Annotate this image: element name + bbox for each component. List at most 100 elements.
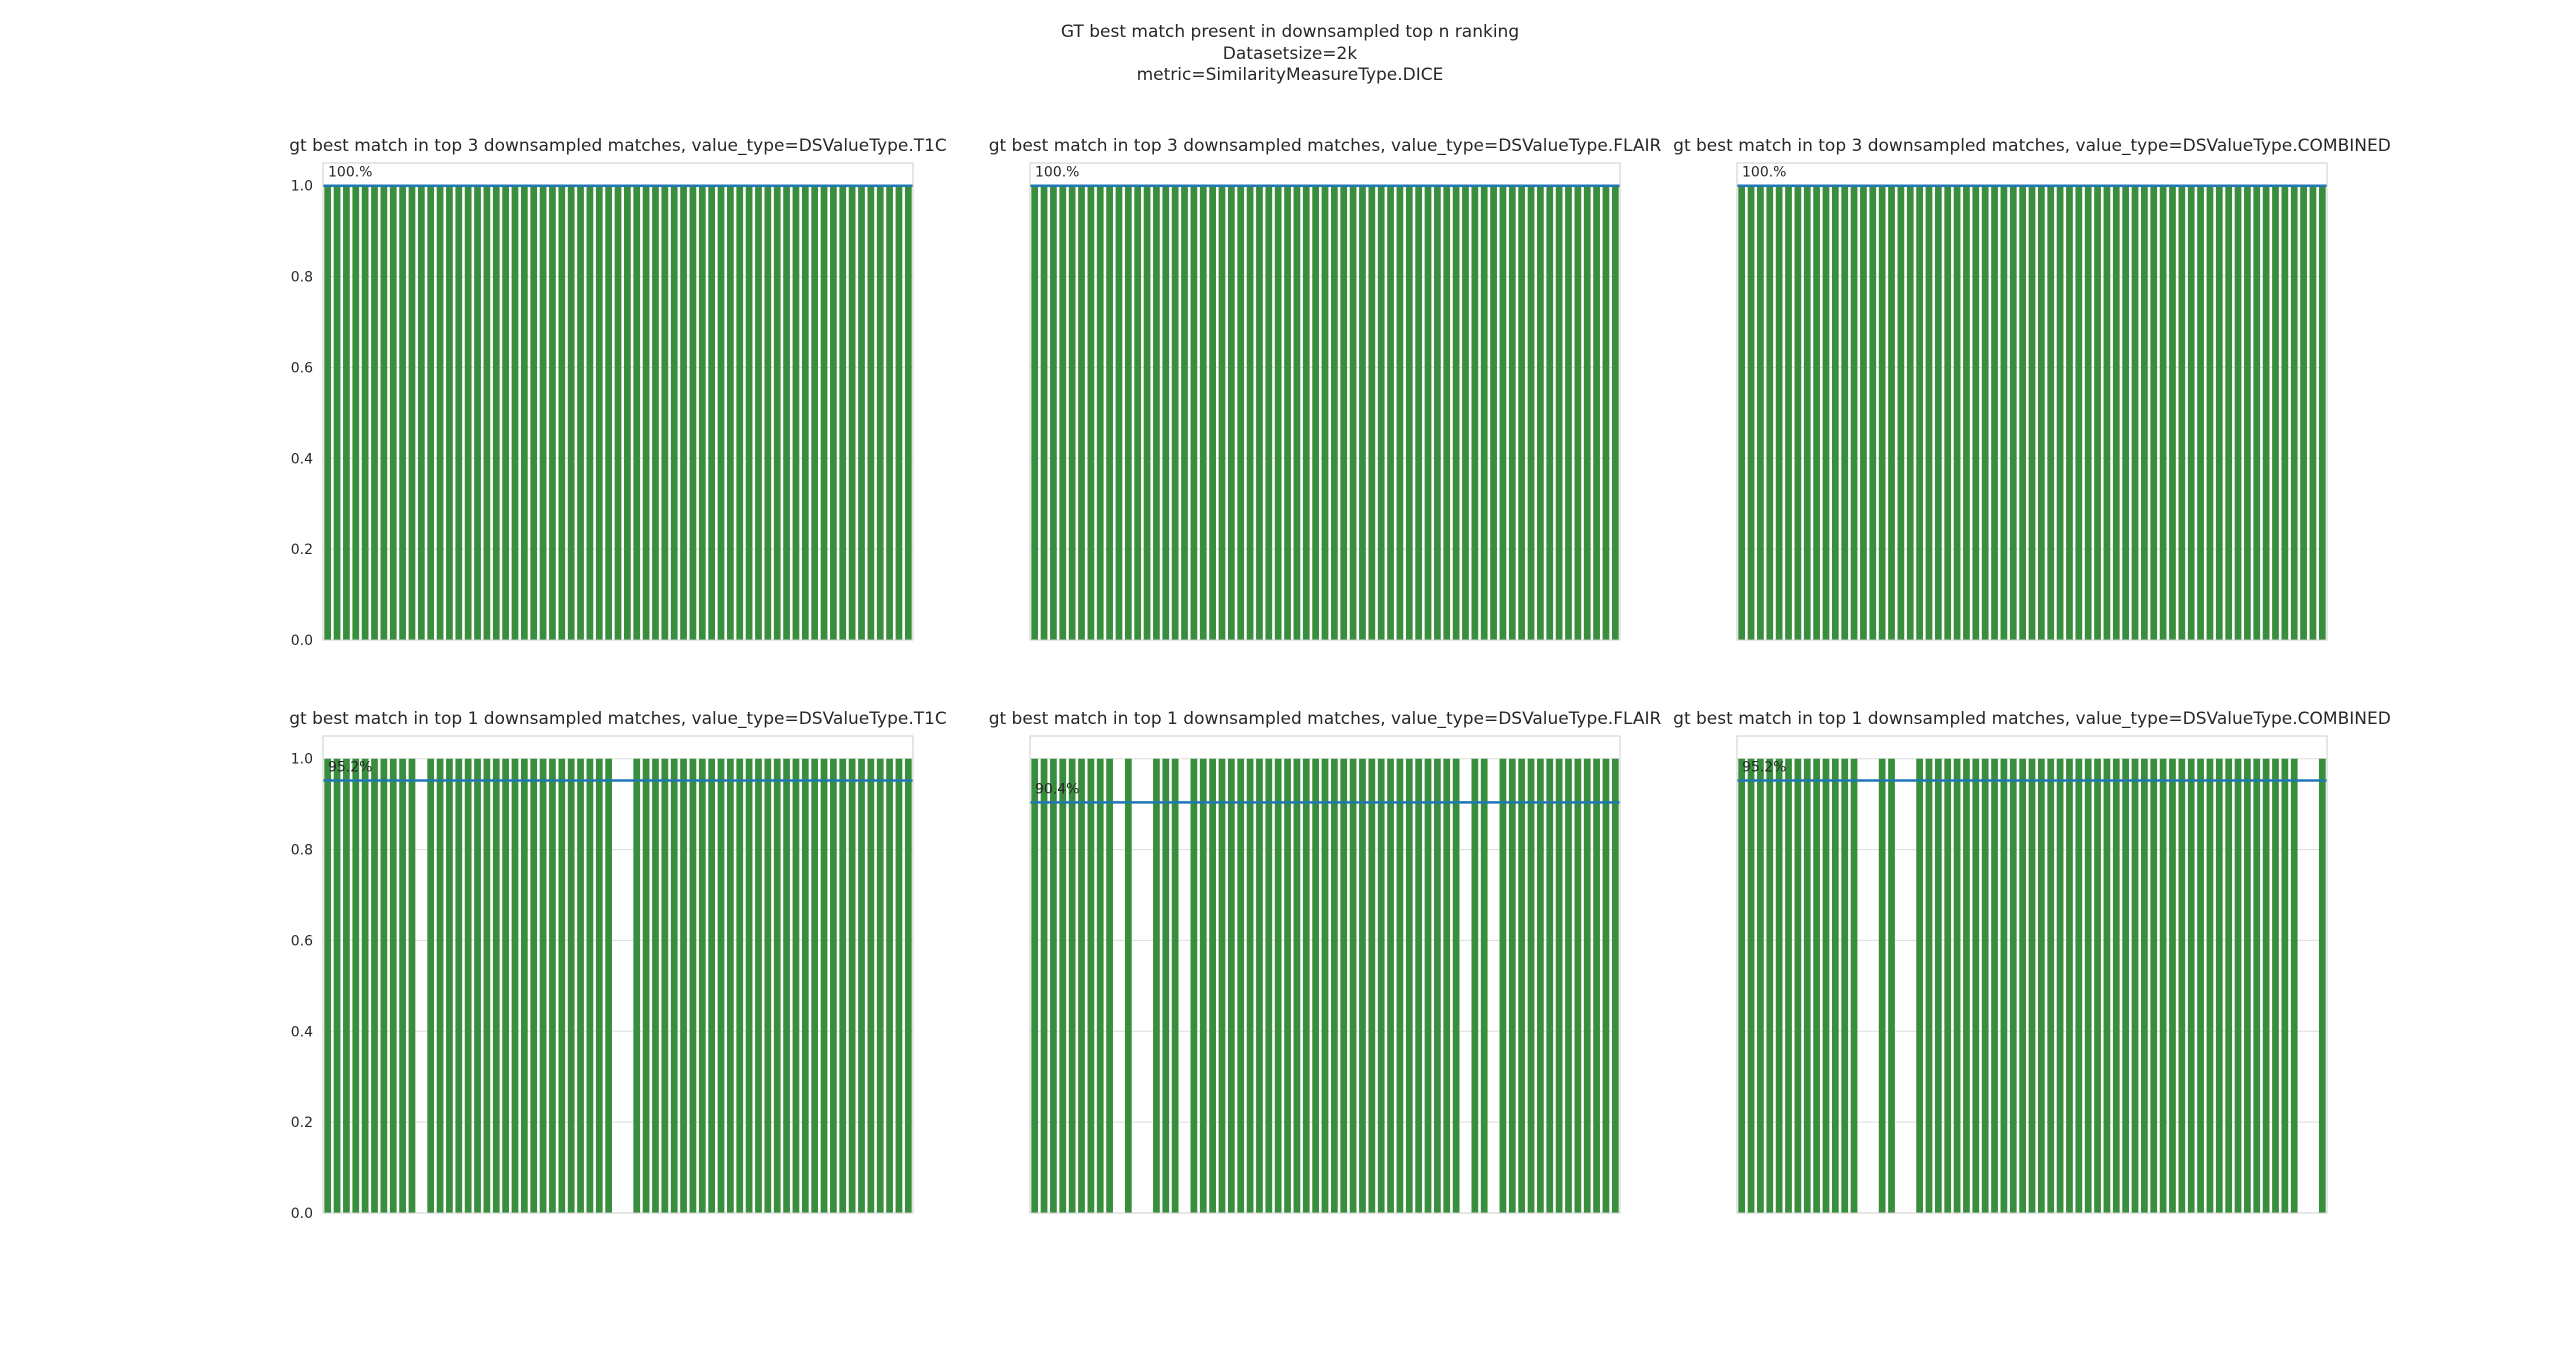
bar xyxy=(1312,758,1320,1213)
subplot-title: gt best match in top 1 downsampled match… xyxy=(1673,709,2391,729)
bar xyxy=(2253,758,2261,1213)
bar xyxy=(1878,758,1886,1213)
bar xyxy=(474,185,481,640)
bar xyxy=(1813,758,1820,1213)
mean-annotation: 95.2% xyxy=(328,760,372,776)
bar xyxy=(417,185,425,640)
bar xyxy=(661,185,669,640)
bar xyxy=(1860,185,1867,640)
bar xyxy=(399,185,406,640)
subplot-3: 100.% gt best match in top 3 downsampled … xyxy=(1673,136,2391,641)
bar xyxy=(492,758,500,1213)
bar xyxy=(1934,185,1942,640)
bar xyxy=(1537,758,1544,1213)
bar xyxy=(1944,185,1952,640)
bar xyxy=(2215,758,2223,1213)
bar xyxy=(2141,185,2148,640)
y-tick-label: 1.0 xyxy=(291,179,313,195)
bar xyxy=(1162,185,1170,640)
bar xyxy=(586,185,594,640)
bar xyxy=(1218,758,1226,1213)
bar xyxy=(1134,185,1142,640)
bar xyxy=(773,758,781,1213)
bar xyxy=(1897,185,1905,640)
bar xyxy=(352,185,360,640)
bar xyxy=(1293,185,1301,640)
mean-annotation: 100.% xyxy=(1035,165,1079,181)
subplot-title: gt best match in top 3 downsampled match… xyxy=(289,136,947,156)
bar xyxy=(1199,185,1207,640)
bar xyxy=(2019,185,2027,640)
bar xyxy=(2150,185,2158,640)
bar xyxy=(371,185,378,640)
bar xyxy=(708,758,716,1213)
bar xyxy=(455,758,463,1213)
bar xyxy=(539,758,547,1213)
bar xyxy=(2225,758,2233,1213)
bar xyxy=(2169,758,2176,1213)
bar xyxy=(1405,758,1413,1213)
bar xyxy=(820,758,828,1213)
bar xyxy=(652,185,659,640)
bar xyxy=(801,185,809,640)
bar xyxy=(2272,185,2279,640)
bar xyxy=(324,758,332,1213)
bar xyxy=(1359,758,1366,1213)
bar xyxy=(2000,185,2008,640)
bar xyxy=(2131,185,2139,640)
bar xyxy=(1803,185,1811,640)
bar xyxy=(1546,758,1554,1213)
axes-frame xyxy=(322,162,914,641)
bar xyxy=(1794,758,1802,1213)
bar xyxy=(1340,185,1348,640)
bar xyxy=(680,185,687,640)
bar xyxy=(1059,185,1067,640)
bar xyxy=(783,185,790,640)
bar xyxy=(1565,185,1572,640)
bar xyxy=(333,758,341,1213)
bar xyxy=(1330,185,1338,640)
y-tick-label: 0.2 xyxy=(291,542,313,558)
bar xyxy=(361,758,369,1213)
bar xyxy=(2234,185,2242,640)
bar xyxy=(2244,185,2251,640)
bar xyxy=(2141,758,2148,1213)
bar xyxy=(464,758,472,1213)
bar xyxy=(446,758,453,1213)
bar xyxy=(1349,185,1357,640)
bar xyxy=(399,758,406,1213)
bar xyxy=(820,185,828,640)
bar xyxy=(1190,185,1198,640)
bar xyxy=(839,185,847,640)
bar xyxy=(492,185,500,640)
bar xyxy=(708,185,716,640)
bar xyxy=(520,758,528,1213)
bar xyxy=(1340,758,1348,1213)
bar xyxy=(1981,185,1989,640)
bar xyxy=(792,185,800,640)
bar xyxy=(2103,758,2111,1213)
bar xyxy=(2159,185,2167,640)
bar xyxy=(876,758,884,1213)
bar xyxy=(2094,185,2101,640)
subplot-title: gt best match in top 3 downsampled match… xyxy=(1673,136,2391,156)
bar xyxy=(1747,758,1755,1213)
bar xyxy=(1583,185,1591,640)
bar xyxy=(446,185,453,640)
bar xyxy=(858,758,865,1213)
bar xyxy=(1546,185,1554,640)
bar xyxy=(2290,758,2298,1213)
bar xyxy=(1171,758,1179,1213)
bar xyxy=(2281,185,2289,640)
bar xyxy=(764,758,772,1213)
bar xyxy=(1321,758,1329,1213)
bar xyxy=(2309,185,2317,640)
bar xyxy=(455,185,463,640)
bar xyxy=(1480,758,1488,1213)
bar xyxy=(464,185,472,640)
bar xyxy=(2019,758,2027,1213)
bar xyxy=(1963,185,1970,640)
bar xyxy=(745,758,753,1213)
bar xyxy=(895,758,903,1213)
bar xyxy=(633,185,641,640)
